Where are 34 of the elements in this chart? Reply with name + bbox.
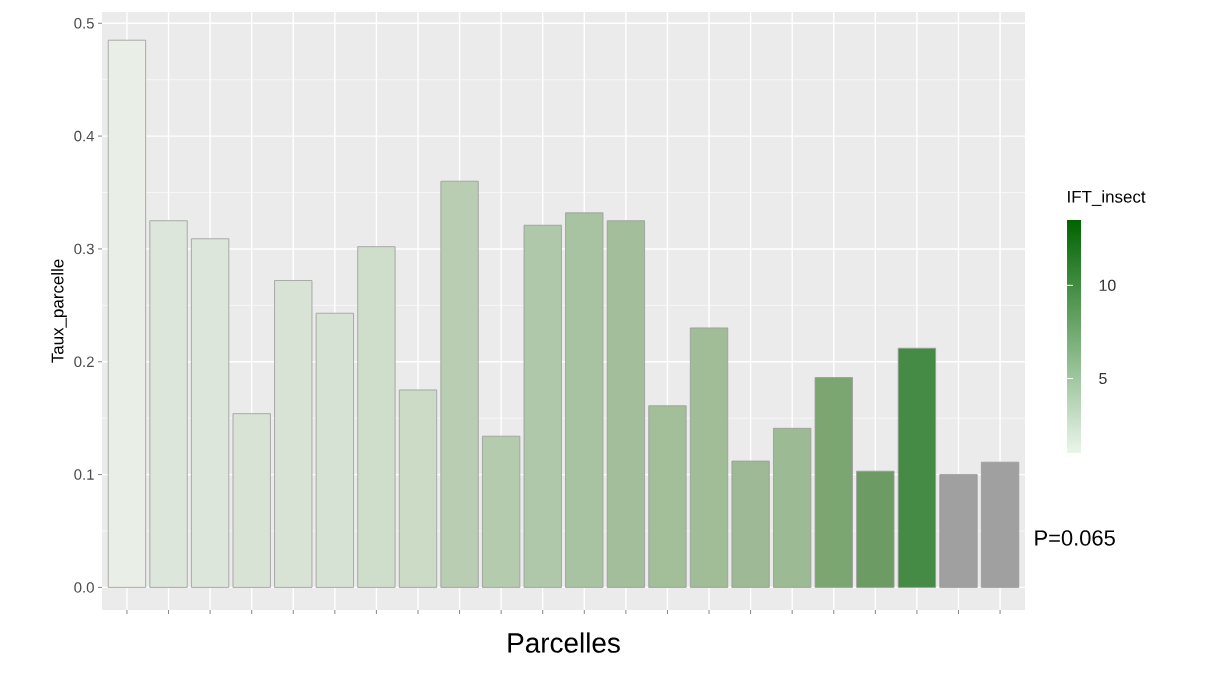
bar bbox=[149, 220, 188, 588]
bar bbox=[274, 280, 313, 588]
color-bar-label: 5 bbox=[1099, 372, 1107, 385]
bar bbox=[482, 435, 521, 588]
bar bbox=[939, 474, 978, 588]
bar bbox=[814, 377, 853, 588]
bar bbox=[191, 238, 230, 588]
bar bbox=[731, 460, 770, 588]
bar bbox=[315, 312, 354, 588]
text: P=0.065 bbox=[1035, 530, 1115, 546]
color-bar-title: IFT_insect bbox=[1068, 190, 1146, 206]
y-tick-label: 0.0 bbox=[74, 582, 94, 593]
bar bbox=[232, 413, 271, 588]
bar bbox=[523, 224, 562, 588]
bar bbox=[357, 246, 396, 588]
y-axis-title: Taux_parcelle bbox=[51, 259, 67, 363]
bar bbox=[897, 347, 937, 588]
bar bbox=[773, 427, 812, 588]
y-tick-label: 0.5 bbox=[74, 17, 94, 29]
bar bbox=[398, 389, 438, 588]
y-tick-label: 0.3 bbox=[74, 243, 94, 255]
y-tick-label: 0.4 bbox=[74, 130, 95, 142]
y-tick-label: 0.2 bbox=[74, 356, 94, 368]
y-tick-label: 0.1 bbox=[74, 469, 94, 480]
bar bbox=[440, 180, 479, 588]
bar bbox=[565, 212, 604, 588]
bar bbox=[689, 327, 729, 588]
bar bbox=[606, 220, 645, 588]
x-axis-title: Parcelles bbox=[508, 632, 620, 653]
bar bbox=[980, 461, 1020, 588]
bar bbox=[856, 470, 895, 588]
bar bbox=[107, 39, 147, 588]
bar bbox=[648, 405, 687, 588]
color-bar-label: 10 bbox=[1099, 279, 1116, 291]
